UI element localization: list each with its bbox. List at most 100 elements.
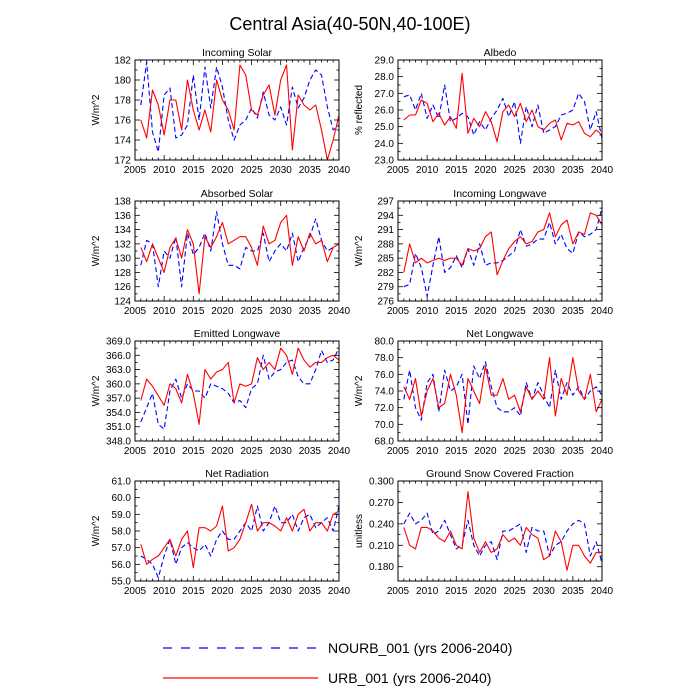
x-tick-label-2015-incoming-solar: 2015 (182, 165, 205, 176)
panel-title-incoming-solar: Incoming Solar (202, 47, 273, 59)
x-tick-label-2030-ground-snow-covered-fraction: 2030 (533, 586, 556, 597)
x-tick-label-2005-net-longwave: 2005 (387, 446, 410, 457)
x-tick-label-2010-albedo: 2010 (416, 165, 439, 176)
x-tick-label-2040-absorbed-solar: 2040 (328, 306, 351, 317)
panel-albedo: Albedo % reflected 2005 2010 2015 2020 2025 203… (354, 47, 614, 176)
y-tick-label-3-incoming-longwave: 285 (377, 254, 394, 265)
x-tick-label-2035-incoming-solar: 2035 (299, 165, 322, 176)
series-nourb-001-emitted-longwave (140, 347, 340, 430)
y-tick-label-6-albedo: 29.0 (375, 56, 395, 67)
y-tick-label-1-incoming-longwave: 279 (377, 282, 394, 293)
x-tick-label-2015-albedo: 2015 (445, 165, 468, 176)
panel-title-net-longwave: Net Longwave (466, 328, 533, 340)
panel-title-emitted-longwave: Emitted Longwave (194, 328, 281, 340)
y-tick-label-0-albedo: 23.0 (375, 156, 395, 167)
x-tick-label-2010-ground-snow-covered-fraction: 2010 (416, 586, 439, 597)
y-tick-label-0-ground-snow-covered-fraction: 0.180 (369, 562, 394, 573)
y-tick-label-1-net-radiation: 56.0 (112, 560, 132, 571)
x-tick-label-2015-incoming-longwave: 2015 (445, 306, 468, 317)
y-tick-label-5-absorbed-solar: 134 (114, 225, 131, 236)
legend-label-nourb: NOURB_001 (yrs 2006-2040) (328, 640, 512, 656)
series-urb-001-net-radiation (140, 503, 340, 569)
series-nourb-001-net-longwave (403, 361, 603, 425)
y-tick-label-2-net-longwave: 72.0 (375, 403, 395, 414)
y-axis-label-incoming-longwave: W/m^2 (354, 235, 365, 266)
y-tick-label-6-incoming-longwave: 294 (377, 211, 394, 222)
x-tick-label-2010-net-radiation: 2010 (153, 586, 176, 597)
y-tick-label-4-incoming-longwave: 288 (377, 239, 394, 250)
x-tick-label-2025-incoming-solar: 2025 (240, 165, 263, 176)
x-tick-label-2005-absorbed-solar: 2005 (124, 306, 147, 317)
y-tick-label-5-net-longwave: 78.0 (375, 353, 395, 364)
x-tick-label-2030-net-radiation: 2030 (270, 586, 293, 597)
x-tick-label-2025-emitted-longwave: 2025 (240, 446, 263, 457)
y-tick-label-5-albedo: 28.0 (375, 72, 395, 83)
x-tick-label-2035-incoming-longwave: 2035 (562, 306, 585, 317)
y-tick-label-5-incoming-longwave: 291 (377, 225, 394, 236)
y-tick-label-5-incoming-solar: 182 (114, 56, 131, 67)
panel-net-longwave: Net Longwave W/m^2 2005 2010 2015 2020 2025 203… (354, 328, 614, 457)
y-tick-label-6-net-longwave: 80.0 (375, 337, 395, 348)
x-tick-label-2040-emitted-longwave: 2040 (328, 446, 351, 457)
y-tick-label-0-incoming-solar: 172 (114, 156, 131, 167)
x-tick-label-2005-incoming-longwave: 2005 (387, 306, 410, 317)
legend: NOURB_001 (yrs 2006-2040) URB_001 (yrs 2… (163, 640, 512, 686)
x-tick-label-2025-incoming-longwave: 2025 (503, 306, 526, 317)
x-tick-label-2040-albedo: 2040 (591, 165, 614, 176)
y-tick-label-7-incoming-longwave: 297 (377, 197, 394, 208)
y-tick-label-1-incoming-solar: 174 (114, 136, 131, 147)
y-tick-label-6-emitted-longwave: 366.0 (106, 351, 131, 362)
y-tick-label-1-ground-snow-covered-fraction: 0.210 (369, 541, 394, 552)
series-nourb-001-incoming-longwave (403, 207, 603, 297)
x-tick-label-2010-incoming-longwave: 2010 (416, 306, 439, 317)
x-tick-label-2020-incoming-longwave: 2020 (474, 306, 497, 317)
x-tick-label-2015-absorbed-solar: 2015 (182, 306, 205, 317)
y-tick-label-0-incoming-longwave: 276 (377, 297, 394, 308)
plot-frame-absorbed-solar (134, 200, 340, 302)
x-tick-label-2010-incoming-solar: 2010 (153, 165, 176, 176)
y-tick-label-0-net-longwave: 68.0 (375, 437, 395, 448)
x-tick-label-2035-emitted-longwave: 2035 (299, 446, 322, 457)
x-tick-label-2025-net-longwave: 2025 (503, 446, 526, 457)
x-tick-label-2025-albedo: 2025 (503, 165, 526, 176)
y-tick-label-3-incoming-solar: 178 (114, 96, 131, 107)
series-urb-001-incoming-solar (140, 64, 340, 161)
x-tick-label-2040-ground-snow-covered-fraction: 2040 (591, 586, 614, 597)
x-tick-label-2010-net-longwave: 2010 (416, 446, 439, 457)
panel-net-radiation: Net Radiation W/m^2 2005 2010 2015 2020 2025 20… (91, 468, 351, 597)
x-tick-label-2040-net-longwave: 2040 (591, 446, 614, 457)
series-nourb-001-incoming-solar (140, 61, 340, 153)
plot-frame-albedo (397, 59, 603, 161)
y-tick-label-3-albedo: 26.0 (375, 106, 395, 117)
y-tick-label-7-absorbed-solar: 138 (114, 197, 131, 208)
x-tick-label-2005-net-radiation: 2005 (124, 586, 147, 597)
series-nourb-001-albedo (403, 84, 603, 144)
series-urb-001-net-longwave (403, 357, 603, 434)
y-tick-label-0-emitted-longwave: 348.0 (106, 437, 131, 448)
y-axis-label-emitted-longwave: W/m^2 (91, 375, 102, 406)
y-tick-label-3-absorbed-solar: 130 (114, 254, 131, 265)
y-tick-label-4-emitted-longwave: 360.0 (106, 379, 131, 390)
plot-frame-net-radiation (134, 480, 340, 582)
x-tick-label-2040-net-radiation: 2040 (328, 586, 351, 597)
y-axis-label-albedo: % reflected (354, 85, 365, 135)
x-tick-label-2030-emitted-longwave: 2030 (270, 446, 293, 457)
x-tick-label-2020-absorbed-solar: 2020 (211, 306, 234, 317)
panels-group: Incoming Solar W/m^2 2005 2010 2015 2020 2025 2… (91, 47, 614, 597)
y-tick-label-2-emitted-longwave: 354.0 (106, 408, 131, 419)
panel-title-absorbed-solar: Absorbed Solar (201, 188, 274, 200)
x-tick-label-2020-ground-snow-covered-fraction: 2020 (474, 586, 497, 597)
plot-frame-emitted-longwave (134, 340, 340, 442)
y-axis-label-incoming-solar: W/m^2 (91, 94, 102, 125)
series-nourb-001-ground-snow-covered-fraction (403, 512, 603, 564)
x-tick-label-2020-net-longwave: 2020 (474, 446, 497, 457)
y-tick-label-3-emitted-longwave: 357.0 (106, 394, 131, 405)
y-tick-label-2-net-radiation: 57.0 (112, 543, 132, 554)
x-tick-label-2035-net-longwave: 2035 (562, 446, 585, 457)
x-tick-label-2030-incoming-solar: 2030 (270, 165, 293, 176)
y-tick-label-3-net-longwave: 74.0 (375, 387, 395, 398)
x-tick-label-2005-albedo: 2005 (387, 165, 410, 176)
x-tick-label-2020-albedo: 2020 (474, 165, 497, 176)
y-axis-label-absorbed-solar: W/m^2 (91, 235, 102, 266)
